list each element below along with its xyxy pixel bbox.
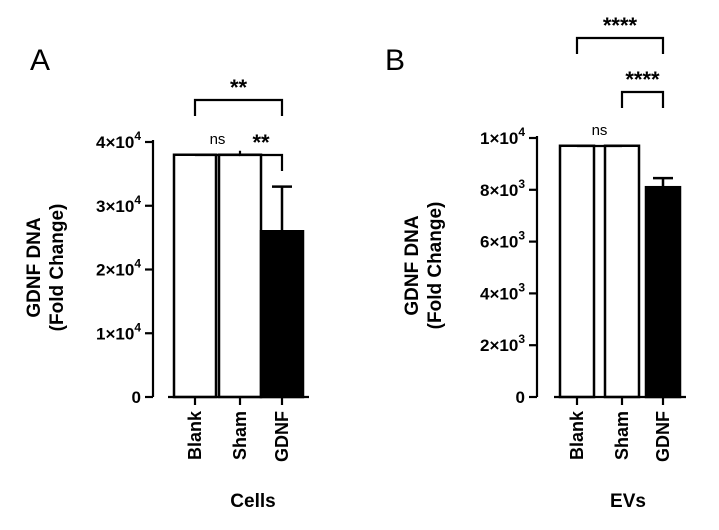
x-tick-label-gdnf: GDNF xyxy=(272,411,292,462)
bar-gdnf xyxy=(644,185,682,399)
y-tick-label-base: 3×10 xyxy=(96,197,134,216)
significance-label: **** xyxy=(625,67,660,92)
y-tick-label-base: 4×10 xyxy=(480,284,518,303)
y-tick-label-base: 1×10 xyxy=(480,129,518,148)
y-axis-label-line: GDNF DNA xyxy=(24,217,45,318)
y-tick-label: 2×103 xyxy=(480,332,525,355)
y-tick-label-base: 2×10 xyxy=(96,261,134,280)
bar-sham xyxy=(603,144,641,399)
y-tick-label: 0 xyxy=(516,388,525,407)
panel-letter: B xyxy=(385,44,405,77)
significance-bracket xyxy=(620,90,665,108)
significance-label: **** xyxy=(603,13,638,38)
x-axis-title: Cells xyxy=(230,491,275,512)
bar-gdnf xyxy=(259,230,305,399)
bar-sham xyxy=(217,153,263,399)
x-tick-label-blank: Blank xyxy=(567,410,587,460)
x-axis-title: EVs xyxy=(610,491,646,512)
y-axis-label-line: (Fold Change) xyxy=(425,202,446,330)
y-tick-label-base: 6×10 xyxy=(480,233,518,252)
significance-label: ns xyxy=(592,122,608,139)
significance-bracket xyxy=(238,150,284,171)
y-tick-label-base: 2×10 xyxy=(480,336,518,355)
panel-letter: A xyxy=(30,44,50,77)
y-tick-label-exponent: 4 xyxy=(134,193,141,207)
x-tick-label-gdnf: GDNF xyxy=(653,411,673,462)
y-tick-label-exponent: 3 xyxy=(518,332,525,346)
bar-blank xyxy=(172,153,218,399)
y-tick-label: 1×104 xyxy=(480,125,525,148)
significance-bracket xyxy=(193,98,284,116)
y-tick-label-base: 0 xyxy=(516,388,525,407)
bar-blank xyxy=(558,144,596,399)
y-tick-label-exponent: 4 xyxy=(134,320,141,334)
y-tick-label: 3×104 xyxy=(96,193,141,216)
y-tick-label: 4×103 xyxy=(480,280,525,303)
y-tick-label: 4×104 xyxy=(96,129,141,152)
significance-label: ns xyxy=(210,131,226,148)
y-tick-label: 2×104 xyxy=(96,257,141,280)
y-axis-label: GDNF DNA (Fold Change) xyxy=(24,204,68,332)
y-axis-label-line: (Fold Change) xyxy=(47,204,68,332)
x-tick-label-blank: Blank xyxy=(185,410,205,460)
x-tick-label-sham: Sham xyxy=(230,411,250,460)
y-tick-label-exponent: 3 xyxy=(518,177,525,191)
y-tick-label: 1×104 xyxy=(96,320,141,343)
y-tick-label-exponent: 3 xyxy=(518,229,525,243)
y-tick-label-base: 1×10 xyxy=(96,324,134,343)
y-tick-label: 0 xyxy=(132,388,141,407)
y-tick-label-exponent: 4 xyxy=(518,125,525,139)
y-axis-label: GDNF DNA (Fold Change) xyxy=(402,202,446,330)
y-axis-label-line: GDNF DNA xyxy=(402,215,423,316)
significance-bracket xyxy=(575,36,665,54)
y-tick-label-exponent: 4 xyxy=(134,129,141,143)
y-tick-label-exponent: 3 xyxy=(518,280,525,294)
y-tick-label-exponent: 4 xyxy=(134,257,141,271)
significance-label: ** xyxy=(252,130,270,155)
y-tick-label-base: 8×10 xyxy=(480,181,518,200)
y-tick-label: 8×103 xyxy=(480,177,525,200)
y-tick-label: 6×103 xyxy=(480,229,525,252)
x-tick-label-sham: Sham xyxy=(612,411,632,460)
y-tick-label-base: 0 xyxy=(132,388,141,407)
significance-label: ** xyxy=(230,75,248,100)
y-tick-label-base: 4×10 xyxy=(96,133,134,152)
